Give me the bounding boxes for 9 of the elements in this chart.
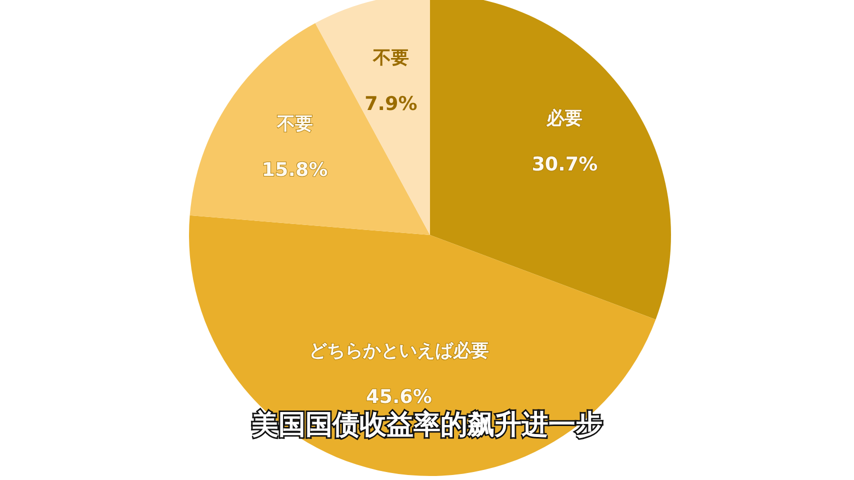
slice-label: 不要 — [372, 47, 409, 68]
text: 美国国债收益率的飙升进一步 — [250, 410, 602, 440]
data-label: 7.9% — [364, 92, 418, 115]
slice-label: 必要 — [546, 108, 583, 130]
data-label: 30.7% — [532, 154, 598, 176]
slice-label: 不要 — [276, 113, 313, 134]
data-label: 15.8% — [262, 158, 328, 181]
slice-label: どちらかといえば必要 — [308, 340, 489, 362]
data-label: 45.6% — [366, 386, 432, 408]
